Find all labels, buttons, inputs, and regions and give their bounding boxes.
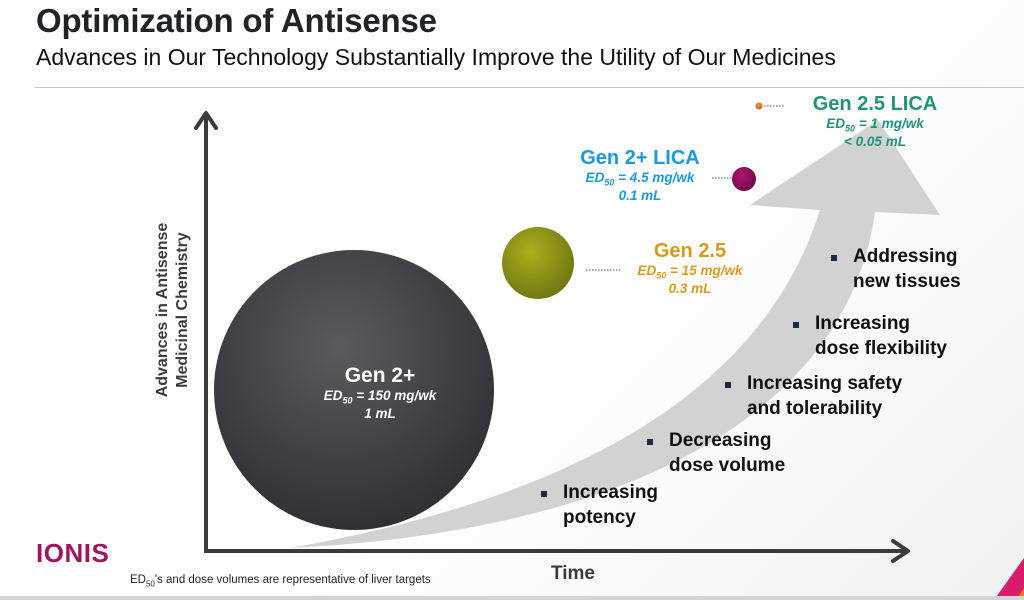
benefit-dose-volume: Decreasing dose volume xyxy=(647,429,785,478)
footer-divider xyxy=(0,596,1024,600)
label-gen2plus: Gen 2+ ED50 = 150 mg/wk 1 mL xyxy=(323,364,437,422)
label-gen25-lica: Gen 2.5 LICA ED50 = 1 mg/wk < 0.05 mL xyxy=(812,93,938,150)
header-divider xyxy=(35,87,1024,88)
footnote: ED50's and dose volumes are representati… xyxy=(130,574,431,589)
bubble-gen25 xyxy=(502,227,574,299)
y-axis-arrowhead-icon xyxy=(194,111,218,130)
progress-arrow xyxy=(290,120,940,548)
ionis-logo: IONIS xyxy=(36,538,110,568)
bubble-gen2plus-lica xyxy=(732,167,756,191)
corner-accent-pink xyxy=(994,558,1024,600)
bubble-gen2plus xyxy=(214,250,494,530)
slide-title: Optimization of Antisense xyxy=(36,2,437,39)
x-axis-arrowhead-icon xyxy=(891,539,910,563)
benefit-safety: Increasing safety and tolerability xyxy=(725,372,902,421)
benefit-dose-flexibility: Increasing dose flexibility xyxy=(793,312,947,361)
label-gen25: Gen 2.5 ED50 = 15 mg/wk 0.3 mL xyxy=(637,240,743,297)
label-gen2plus-lica: Gen 2+ LICA ED50 = 4.5 mg/wk 0.1 mL xyxy=(580,147,700,204)
x-axis-label: Time xyxy=(551,563,596,584)
benefit-new-tissues: Addressing new tissues xyxy=(831,245,961,294)
benefit-potency: Increasing potency xyxy=(541,481,658,530)
y-axis-label-text: Advances in Antisense Medicinal Chemistr… xyxy=(154,222,191,398)
bubble-gen25-lica xyxy=(755,102,763,110)
slide-subtitle: Advances in Our Technology Substantially… xyxy=(36,44,836,70)
